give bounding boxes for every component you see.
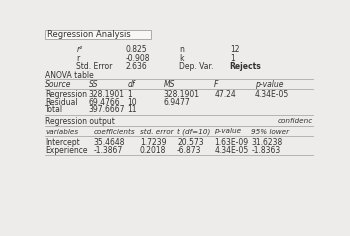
Text: 1.63E-09: 1.63E-09 — [214, 138, 248, 147]
Text: 6.9477: 6.9477 — [164, 98, 191, 107]
Text: 95% lower: 95% lower — [251, 128, 289, 135]
Text: SS: SS — [89, 80, 98, 89]
Text: -6.873: -6.873 — [177, 146, 202, 155]
FancyBboxPatch shape — [45, 30, 151, 39]
Text: 328.1901: 328.1901 — [89, 90, 125, 99]
Text: MS: MS — [164, 80, 175, 89]
Text: variables: variables — [45, 128, 78, 135]
Text: Dep. Var.: Dep. Var. — [179, 62, 214, 71]
Text: 20.573: 20.573 — [177, 138, 204, 147]
Text: F: F — [214, 80, 219, 89]
Text: 35.4648: 35.4648 — [93, 138, 125, 147]
Text: -0.908: -0.908 — [125, 54, 150, 63]
Text: -1.8363: -1.8363 — [251, 146, 281, 155]
Text: 10: 10 — [127, 98, 137, 107]
Text: 31.6238: 31.6238 — [251, 138, 283, 147]
Text: Source: Source — [45, 80, 72, 89]
Text: Residual: Residual — [45, 98, 78, 107]
Text: Experience: Experience — [45, 146, 88, 155]
Text: 0.825: 0.825 — [125, 45, 147, 54]
Text: Regression: Regression — [45, 90, 87, 99]
Text: 69.4766: 69.4766 — [89, 98, 120, 107]
Text: 1: 1 — [230, 54, 235, 63]
Text: 1.7239: 1.7239 — [140, 138, 166, 147]
Text: df: df — [127, 80, 135, 89]
Text: k: k — [179, 54, 184, 63]
Text: Regression output: Regression output — [45, 117, 115, 126]
Text: Intercept: Intercept — [45, 138, 80, 147]
Text: 4.34E-05: 4.34E-05 — [254, 90, 289, 99]
Text: coefficients: coefficients — [93, 128, 135, 135]
Text: ANOVA table: ANOVA table — [45, 71, 94, 80]
Text: 47.24: 47.24 — [214, 90, 236, 99]
Text: 1: 1 — [127, 90, 132, 99]
Text: 328.1901: 328.1901 — [164, 90, 200, 99]
Text: 11: 11 — [127, 105, 137, 114]
Text: 2.636: 2.636 — [125, 62, 147, 71]
Text: 4.34E-05: 4.34E-05 — [214, 146, 248, 155]
Text: p-value: p-value — [214, 128, 241, 135]
Text: Std. Error: Std. Error — [76, 62, 113, 71]
Text: -1.3867: -1.3867 — [93, 146, 122, 155]
Text: Total: Total — [45, 105, 63, 114]
Text: n: n — [179, 45, 184, 54]
Text: 397.6667: 397.6667 — [89, 105, 125, 114]
Text: p-value: p-value — [254, 80, 283, 89]
Text: Regression Analysis: Regression Analysis — [47, 30, 131, 39]
Text: Rejects: Rejects — [230, 62, 261, 71]
Text: std. error: std. error — [140, 128, 174, 135]
Text: confidenc: confidenc — [278, 118, 313, 125]
Text: 12: 12 — [230, 45, 239, 54]
Text: t (df=10): t (df=10) — [177, 128, 210, 135]
Text: r: r — [76, 54, 79, 63]
Text: 0.2018: 0.2018 — [140, 146, 166, 155]
Text: r²: r² — [76, 45, 83, 54]
